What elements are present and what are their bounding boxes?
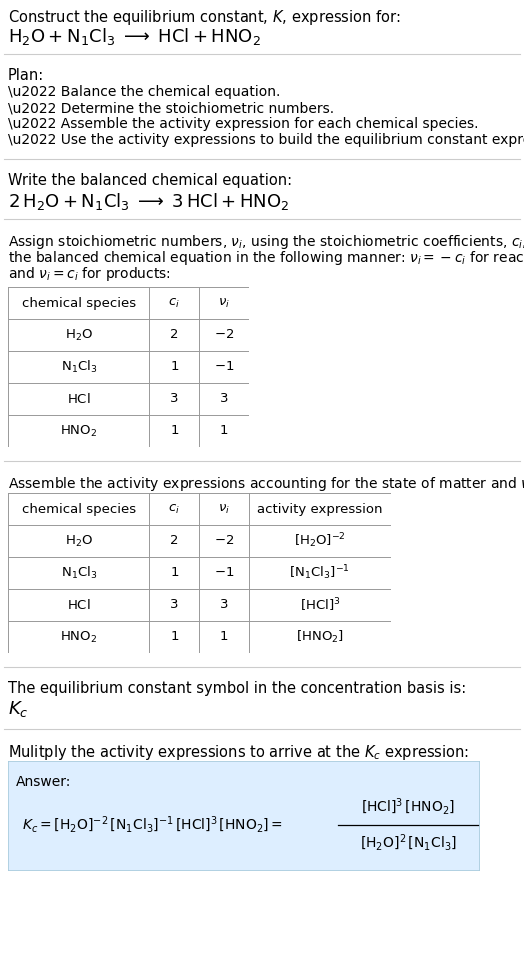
Text: 1: 1 — [170, 361, 179, 373]
Text: Write the balanced chemical equation:: Write the balanced chemical equation: — [8, 173, 292, 188]
Text: $\nu_i$: $\nu_i$ — [218, 503, 230, 516]
Text: $-2$: $-2$ — [214, 329, 234, 341]
Text: Construct the equilibrium constant, $K$, expression for:: Construct the equilibrium constant, $K$,… — [8, 8, 401, 27]
Text: $c_i$: $c_i$ — [168, 296, 180, 310]
Text: 2: 2 — [170, 329, 179, 341]
Text: $\mathrm{2\,H_2O + N_1Cl_3 \;\longrightarrow\; 3\,HCl + HNO_2}$: $\mathrm{2\,H_2O + N_1Cl_3 \;\longrighta… — [8, 191, 289, 212]
Text: $c_i$: $c_i$ — [168, 503, 180, 516]
Text: $[\mathrm{N_1Cl_3}]^{-1}$: $[\mathrm{N_1Cl_3}]^{-1}$ — [289, 564, 350, 582]
Text: $\mathrm{HCl}$: $\mathrm{HCl}$ — [67, 392, 91, 406]
Text: 3: 3 — [170, 392, 179, 406]
Text: 1: 1 — [170, 630, 179, 643]
Text: 1: 1 — [220, 425, 228, 437]
Text: chemical species: chemical species — [21, 503, 136, 516]
Text: $[\mathrm{HCl}]^{3}$: $[\mathrm{HCl}]^{3}$ — [300, 596, 340, 614]
Text: $\mathrm{N_1Cl_3}$: $\mathrm{N_1Cl_3}$ — [60, 359, 97, 375]
Text: $\mathrm{H_2O + N_1Cl_3 \;\longrightarrow\; HCl + HNO_2}$: $\mathrm{H_2O + N_1Cl_3 \;\longrightarro… — [8, 26, 261, 47]
Text: activity expression: activity expression — [257, 503, 383, 516]
Text: 1: 1 — [170, 567, 179, 579]
Text: \u2022 Determine the stoichiometric numbers.: \u2022 Determine the stoichiometric numb… — [8, 101, 334, 115]
Text: $[\mathrm{H_2O}]^{2}\,[\mathrm{N_1Cl_3}]$: $[\mathrm{H_2O}]^{2}\,[\mathrm{N_1Cl_3}]… — [359, 832, 456, 853]
Text: $K_c = [\mathrm{H_2O}]^{-2}\,[\mathrm{N_1Cl_3}]^{-1}\,[\mathrm{HCl}]^{3}\,[\math: $K_c = [\mathrm{H_2O}]^{-2}\,[\mathrm{N_… — [22, 814, 283, 835]
Text: \u2022 Use the activity expressions to build the equilibrium constant expression: \u2022 Use the activity expressions to b… — [8, 133, 524, 147]
Text: Plan:: Plan: — [8, 68, 44, 83]
Text: \u2022 Assemble the activity expression for each chemical species.: \u2022 Assemble the activity expression … — [8, 117, 478, 131]
Text: and $\nu_i = c_i$ for products:: and $\nu_i = c_i$ for products: — [8, 265, 171, 283]
Text: $\mathrm{H_2O}$: $\mathrm{H_2O}$ — [64, 327, 93, 342]
Text: 3: 3 — [220, 392, 228, 406]
Text: 3: 3 — [220, 598, 228, 612]
Text: $[\mathrm{HNO_2}]$: $[\mathrm{HNO_2}]$ — [296, 629, 344, 645]
Text: $-1$: $-1$ — [214, 567, 234, 579]
Text: Assign stoichiometric numbers, $\nu_i$, using the stoichiometric coefficients, $: Assign stoichiometric numbers, $\nu_i$, … — [8, 233, 524, 251]
Text: the balanced chemical equation in the following manner: $\nu_i = -c_i$ for react: the balanced chemical equation in the fo… — [8, 249, 524, 267]
Text: $[\mathrm{HCl}]^{3}\,[\mathrm{HNO_2}]$: $[\mathrm{HCl}]^{3}\,[\mathrm{HNO_2}]$ — [361, 797, 455, 817]
Text: $\mathrm{N_1Cl_3}$: $\mathrm{N_1Cl_3}$ — [60, 565, 97, 581]
Text: Mulitply the activity expressions to arrive at the $K_c$ expression:: Mulitply the activity expressions to arr… — [8, 743, 469, 762]
Text: $\mathrm{HCl}$: $\mathrm{HCl}$ — [67, 598, 91, 612]
Text: chemical species: chemical species — [21, 296, 136, 310]
Text: Answer:: Answer: — [16, 775, 71, 789]
Text: 1: 1 — [170, 425, 179, 437]
Text: 2: 2 — [170, 534, 179, 548]
Text: $\mathrm{HNO_2}$: $\mathrm{HNO_2}$ — [60, 424, 97, 438]
Text: $\mathrm{H_2O}$: $\mathrm{H_2O}$ — [64, 533, 93, 549]
Text: $K_c$: $K_c$ — [8, 699, 29, 719]
Text: 3: 3 — [170, 598, 179, 612]
Text: \u2022 Balance the chemical equation.: \u2022 Balance the chemical equation. — [8, 85, 280, 99]
Text: The equilibrium constant symbol in the concentration basis is:: The equilibrium constant symbol in the c… — [8, 681, 466, 696]
Text: Assemble the activity expressions accounting for the state of matter and $\nu_i$: Assemble the activity expressions accoun… — [8, 475, 524, 493]
FancyBboxPatch shape — [8, 761, 480, 871]
Text: $-1$: $-1$ — [214, 361, 234, 373]
Text: $\mathrm{HNO_2}$: $\mathrm{HNO_2}$ — [60, 629, 97, 644]
Text: $\nu_i$: $\nu_i$ — [218, 296, 230, 310]
Text: $-2$: $-2$ — [214, 534, 234, 548]
Text: $[\mathrm{H_2O}]^{-2}$: $[\mathrm{H_2O}]^{-2}$ — [294, 531, 346, 550]
Text: 1: 1 — [220, 630, 228, 643]
